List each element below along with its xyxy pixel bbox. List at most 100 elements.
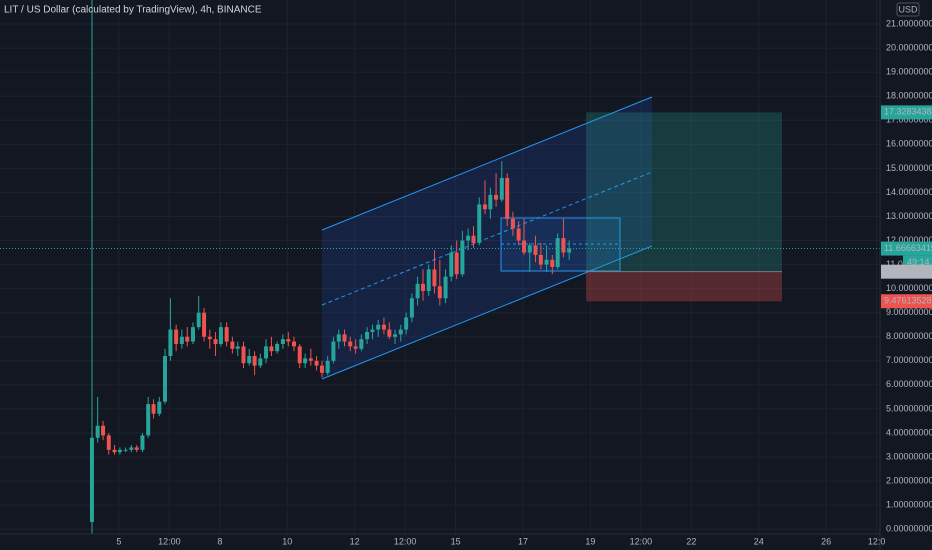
candle-body bbox=[101, 425, 106, 436]
candle-body bbox=[89, 437, 94, 522]
candle-body bbox=[106, 435, 111, 450]
x-tick-label: 10 bbox=[282, 536, 292, 546]
y-tick-label: 3.00000000 bbox=[886, 451, 932, 461]
y-tick-label: 18.00000000 bbox=[886, 91, 932, 101]
candle-body bbox=[477, 204, 482, 243]
target-label: 17.32834384 bbox=[884, 107, 932, 117]
y-tick-label: 12.00000000 bbox=[886, 235, 932, 245]
y-tick-label: 0.00000000 bbox=[886, 524, 932, 534]
candle-body bbox=[213, 339, 218, 344]
candle-body bbox=[432, 269, 437, 287]
candle-body bbox=[202, 312, 207, 337]
candle-body bbox=[561, 238, 566, 253]
target-label-bg bbox=[881, 105, 932, 120]
x-tick-label: 12:00 bbox=[630, 536, 653, 546]
candle-body bbox=[163, 356, 168, 402]
y-tick-label: 8.00000000 bbox=[886, 331, 932, 341]
candle-body bbox=[488, 194, 493, 210]
entry-label-bg bbox=[881, 264, 932, 279]
candle-body bbox=[218, 327, 223, 344]
currency: USD bbox=[898, 4, 918, 14]
candle-body bbox=[353, 346, 358, 349]
candle-body bbox=[95, 425, 100, 438]
channel-upper bbox=[321, 96, 653, 231]
candle-body bbox=[516, 228, 521, 241]
candle-body bbox=[381, 324, 386, 330]
candle-body bbox=[527, 245, 532, 253]
y-tick-label: 5.00000000 bbox=[886, 403, 932, 413]
candle-body bbox=[370, 329, 375, 332]
x-tick-label: 5 bbox=[116, 536, 121, 546]
candle-body bbox=[140, 435, 145, 450]
candle-body bbox=[522, 240, 527, 253]
candle-body bbox=[157, 401, 162, 414]
stop-label-bg bbox=[881, 294, 932, 309]
x-tick-label: 19 bbox=[585, 536, 595, 546]
candle-body bbox=[376, 324, 381, 330]
candle-body bbox=[454, 252, 459, 275]
candle-body bbox=[123, 449, 128, 451]
candle-body bbox=[190, 327, 195, 342]
stop-label: 9.47613528 bbox=[884, 296, 932, 306]
loss-zone bbox=[586, 271, 782, 302]
candle-body bbox=[292, 341, 297, 347]
candle-body bbox=[393, 334, 398, 337]
candle-body bbox=[348, 341, 353, 347]
candle-body bbox=[359, 339, 364, 349]
last-price-label-bg bbox=[881, 241, 932, 256]
candle-body bbox=[146, 404, 151, 436]
candle-body bbox=[230, 341, 235, 349]
x-tick-label: 22 bbox=[686, 536, 696, 546]
x-tick-label: 8 bbox=[217, 536, 222, 546]
candle-body bbox=[426, 269, 431, 292]
candle-body bbox=[533, 245, 538, 255]
candle-body bbox=[297, 346, 302, 364]
y-tick-label: 9.00000000 bbox=[886, 307, 932, 317]
candle-body bbox=[196, 312, 201, 328]
candle-body bbox=[567, 248, 572, 253]
candle-body bbox=[151, 404, 156, 414]
candle-body bbox=[319, 365, 324, 373]
candle-body bbox=[179, 336, 184, 344]
candle-body bbox=[499, 178, 504, 200]
candle-body bbox=[482, 204, 487, 210]
candle-body bbox=[494, 194, 499, 200]
candle-body bbox=[387, 329, 392, 337]
candle-body bbox=[129, 447, 134, 450]
candle-body bbox=[510, 218, 515, 229]
y-tick-label: 21.00000000 bbox=[886, 18, 932, 28]
candle-body bbox=[544, 259, 549, 265]
y-tick-label: 14.00000000 bbox=[886, 187, 932, 197]
y-tick-label: 19.00000000 bbox=[886, 67, 932, 77]
candle-body bbox=[269, 346, 274, 352]
candle-body bbox=[168, 329, 173, 356]
candle-body bbox=[443, 276, 448, 299]
candle-body bbox=[538, 254, 543, 265]
x-tick-label: 12:00 bbox=[158, 536, 181, 546]
profit-zone bbox=[586, 112, 782, 272]
last-price-label: 11.66663419 bbox=[884, 243, 932, 253]
candles bbox=[89, 161, 572, 524]
candle-body bbox=[241, 346, 246, 364]
y-tick-label: 17.00000000 bbox=[886, 115, 932, 125]
candle-body bbox=[235, 346, 240, 349]
candle-body bbox=[117, 449, 122, 453]
x-tick-label: 12:0 bbox=[868, 536, 886, 546]
candle-body bbox=[275, 343, 280, 352]
candle-body bbox=[247, 356, 252, 364]
candle-body bbox=[466, 235, 471, 241]
countdown: 49:14 bbox=[907, 257, 930, 267]
candle-body bbox=[409, 298, 414, 318]
y-tick-label: 16.00000000 bbox=[886, 139, 932, 149]
candle-body bbox=[437, 286, 442, 299]
channel-middle bbox=[321, 171, 653, 306]
candle-body bbox=[314, 360, 319, 366]
candle-body bbox=[264, 346, 269, 359]
entry-label: 10.70566260 bbox=[884, 266, 932, 276]
candle-body bbox=[365, 331, 370, 340]
candle-body bbox=[342, 334, 347, 342]
candle-body bbox=[286, 339, 291, 342]
y-tick-label: 7.00000000 bbox=[886, 355, 932, 365]
candle-body bbox=[252, 356, 257, 366]
